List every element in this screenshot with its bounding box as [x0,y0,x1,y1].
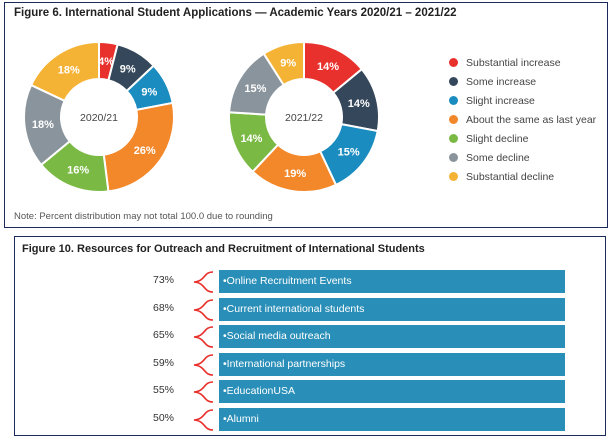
resource-row: 73% •Online Recruitment Events [15,270,605,294]
resource-percent: 50% [153,412,189,424]
legend-swatch [449,153,458,162]
resource-percent: 55% [153,384,189,396]
legend-label: Slight increase [466,95,535,107]
legend-label: Substantial increase [466,57,561,69]
resource-row: 50% •Alumni [15,408,605,432]
resource-percent: 68% [153,302,189,314]
resource-row: 59% •International partnerships [15,353,605,377]
resource-bar: •Current international students [219,298,565,321]
legend-swatch [449,172,458,181]
legend-label: Some increase [466,76,536,88]
slice-value-label: 9% [141,86,157,98]
figure-10-title: Figure 10. Resources for Outreach and Re… [22,243,425,255]
rounding-note: Note: Percent distribution may not total… [14,211,273,222]
legend-label: Substantial decline [466,171,554,183]
resource-percent: 65% [153,329,189,341]
legend-item: Some decline [449,148,596,167]
resource-bar: •Alumni [219,408,565,431]
donut-center-label: 2021/22 [285,112,323,124]
legend-label: About the same as last year [466,114,596,126]
slice-value-label: 18% [58,64,80,76]
figure-10-panel: Figure 10. Resources for Outreach and Re… [14,236,606,436]
slice-value-label: 16% [67,165,89,177]
brace-icon [191,381,215,403]
slice-value-label: 18% [32,119,54,131]
legend-item: Some increase [449,72,596,91]
legend-label: Some decline [466,152,530,164]
legend-item: Slight decline [449,129,596,148]
slice-value-label: 9% [280,58,296,70]
slice-value-label: 15% [338,147,360,159]
brace-icon [191,271,215,293]
slice-value-label: 9% [120,63,136,75]
legend-item: Slight increase [449,91,596,110]
legend-item: About the same as last year [449,110,596,129]
brace-icon [191,354,215,376]
brace-icon [191,299,215,321]
slice-value-label: 26% [134,145,156,157]
donut-center-label: 2020/21 [80,112,118,124]
legend-swatch [449,134,458,143]
brace-icon [191,409,215,431]
slice-value-label: 19% [284,168,306,180]
legend-swatch [449,115,458,124]
resource-row: 55% •EducationUSA [15,380,605,404]
resource-bar: •Online Recruitment Events [219,270,565,293]
slice-value-label: 15% [244,83,266,95]
brace-icon [191,326,215,348]
resource-percent: 73% [153,274,189,286]
slice-value-label: 14% [317,61,339,73]
slice-value-label: 14% [348,98,370,110]
resource-percent: 59% [153,357,189,369]
resource-row: 68% •Current international students [15,298,605,322]
resource-bar: •EducationUSA [219,380,565,403]
resource-bar: •Social media outreach [219,325,565,348]
legend-swatch [449,96,458,105]
legend-item: Substantial decline [449,167,596,186]
legend-swatch [449,77,458,86]
resource-row: 65% •Social media outreach [15,325,605,349]
legend-swatch [449,58,458,67]
chart-legend: Substantial increase Some increase Sligh… [449,53,596,186]
legend-item: Substantial increase [449,53,596,72]
resource-bar: •International partnerships [219,353,565,376]
legend-label: Slight decline [466,133,528,145]
slice-value-label: 14% [240,133,262,145]
figure-6-panel: Figure 6. International Student Applicat… [4,2,608,228]
